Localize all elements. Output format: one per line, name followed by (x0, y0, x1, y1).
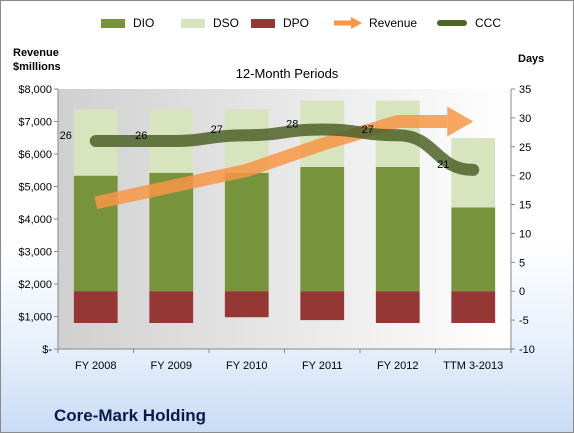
x-tick-label: TTM 3-2013 (443, 360, 503, 372)
ccc-data-label: 21 (437, 159, 449, 171)
left-axis-title: Revenue $millions (13, 46, 71, 74)
left-tick-label: $5,000 (18, 182, 52, 194)
legend-label: DSO (213, 16, 240, 30)
legend-item: DIO (101, 13, 154, 33)
x-tick-label: FY 2009 (151, 360, 192, 372)
left-tick-label: $6,000 (18, 149, 52, 161)
left-tick-label: $2,000 (18, 279, 52, 291)
legend-item: Revenue (333, 13, 417, 33)
bar-dpo (451, 291, 496, 323)
bar-dio (451, 207, 496, 292)
ccc-data-label: 27 (211, 124, 223, 136)
right-tick-label: 20 (519, 171, 531, 183)
legend-item: DSO (181, 13, 239, 33)
right-tick-label: 30 (519, 113, 531, 125)
revenue-line (94, 115, 448, 210)
left-tick-label: $7,000 (18, 117, 52, 129)
right-tick-label: 10 (519, 228, 531, 240)
ccc-data-label: 26 (135, 130, 147, 142)
legend-item: CCC (437, 13, 501, 33)
bar-dpo (73, 291, 118, 323)
legend-label: CCC (475, 16, 501, 30)
ccc-data-label: 28 (286, 118, 298, 130)
legend-swatch-revenue (334, 17, 362, 29)
left-tick-label: $1,000 (18, 312, 52, 324)
x-tick-label: FY 2012 (377, 360, 418, 372)
left-tick-label: $- (42, 344, 52, 356)
right-tick-label: 5 (519, 257, 525, 269)
legend-item: DPO (251, 13, 309, 33)
left-tick-label: $3,000 (18, 247, 52, 259)
legend-swatch-dso (181, 18, 205, 28)
ccc-data-label: 26 (60, 130, 72, 142)
right-tick-label: 0 (519, 286, 525, 298)
legend-label: Revenue (369, 16, 418, 30)
bar-dpo (300, 291, 345, 321)
legend-arrow-head (351, 17, 362, 29)
right-tick-label: 25 (519, 142, 531, 154)
legend-label: DPO (283, 16, 310, 30)
company-name: Core-Mark Holding (54, 406, 207, 425)
left-axis-title-text: Revenue $millions (13, 47, 61, 73)
left-tick-label: $4,000 (18, 214, 52, 226)
bar-dpo (224, 291, 269, 318)
bar-dio (375, 167, 420, 292)
right-tick-label: -10 (519, 344, 535, 356)
bar-dpo (149, 291, 194, 323)
right-tick-label: 35 (519, 84, 531, 96)
left-tick-label: $8,000 (18, 84, 52, 96)
right-tick-label: 15 (519, 200, 531, 212)
legend-swatch-dio (101, 18, 125, 28)
bar-dio (224, 172, 269, 292)
legend: DIO DSO DPO Revenue CCC (101, 13, 501, 33)
revenue-arrowhead (447, 106, 474, 137)
bar-dpo (375, 291, 420, 323)
right-tick-label: -5 (519, 315, 529, 327)
bar-dio (300, 167, 345, 292)
legend-label: DIO (133, 16, 155, 30)
x-tick-label: FY 2010 (226, 360, 267, 372)
x-tick-label: FY 2008 (75, 360, 116, 372)
legend-swatch-ccc (437, 20, 467, 26)
ccc-data-label: 27 (362, 124, 374, 136)
legend-swatch-dpo (251, 18, 275, 28)
right-axis-title: Days (518, 53, 545, 65)
x-tick-label: FY 2011 (302, 360, 343, 372)
ccc-line (89, 123, 480, 176)
chart-title: 12-Month Periods (235, 66, 339, 81)
